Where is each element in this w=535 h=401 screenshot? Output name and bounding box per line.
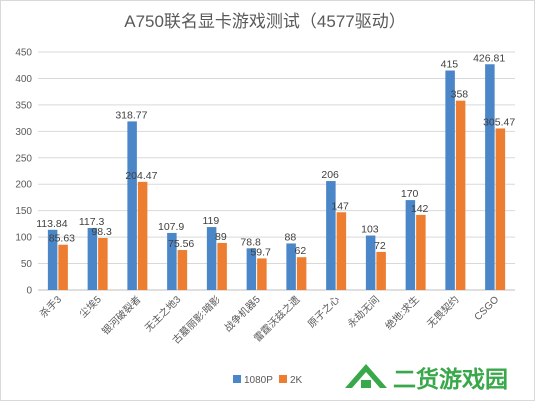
bar-2k [98, 238, 108, 290]
x-tick-label: 尘埃5 [76, 293, 104, 321]
data-label-2k: 62 [295, 245, 307, 257]
data-label-2k: 358 [451, 89, 469, 101]
bar-1080p [127, 121, 137, 290]
legend-label-2k: 2K [290, 375, 303, 386]
bar-2k [58, 244, 68, 290]
bar-2k [257, 258, 267, 290]
bar-2k [137, 181, 148, 290]
watermark-logo-icon [345, 364, 387, 388]
y-tick-label: 150 [15, 206, 32, 217]
x-tick-label: 无畏契约 [424, 293, 461, 330]
x-tick-label: 无主之地3 [142, 293, 184, 335]
bar-1080p [87, 227, 98, 290]
watermark-text: 二货游戏园 [393, 366, 508, 392]
data-label-1080p: 318.77 [115, 109, 147, 121]
y-tick-label: 50 [21, 259, 33, 270]
bar-1080p [445, 70, 455, 290]
bar-1080p [246, 248, 257, 290]
bar-2k [416, 214, 426, 290]
x-tick-label: 银河破裂者 [99, 293, 144, 338]
data-label-1080p: 415 [441, 59, 459, 71]
x-tick-label: 杀手3 [37, 293, 65, 321]
y-tick-label: 250 [15, 153, 32, 164]
bar-1080p [365, 235, 376, 290]
bar-1080p [485, 64, 495, 291]
legend-swatch-1080p [233, 375, 241, 383]
bar-2k [376, 251, 386, 290]
x-tick-label: 战争机器5 [221, 293, 263, 335]
legend: 1080P 2K [233, 375, 303, 386]
data-label-1080p: 103 [361, 224, 379, 236]
bar-2k [217, 242, 227, 290]
data-label-2k: 305.47 [483, 116, 515, 128]
y-tick-label: 350 [15, 100, 32, 111]
bar-1080p [167, 232, 177, 290]
legend-swatch-2k [279, 375, 287, 383]
data-label-1080p: 107.9 [158, 221, 184, 233]
y-tick-label: 0 [26, 286, 32, 297]
bars [47, 64, 506, 291]
data-label-2k: 142 [411, 203, 429, 215]
data-label-1080p: 426.81 [473, 52, 505, 64]
data-label-1080p: 113.84 [36, 218, 67, 230]
x-tick-label: 永劫无间 [345, 293, 382, 330]
data-label-2k: 72 [374, 240, 386, 252]
data-label-2k: 89 [215, 231, 227, 243]
y-tick-label: 200 [15, 180, 32, 191]
data-label-2k: 147 [331, 200, 349, 212]
data-label-1080p: 117.3 [79, 216, 105, 228]
grid-lines [38, 51, 515, 291]
data-label-1080p: 88 [285, 231, 297, 243]
bar-1080p [405, 200, 416, 290]
data-label-2k: 98.3 [91, 226, 112, 238]
bar-2k [495, 128, 506, 290]
data-label-2k: 85.63 [49, 233, 75, 245]
data-label-1080p: 206 [321, 169, 339, 181]
chart-title: A750联名显卡游戏测试（4577驱动） [124, 12, 406, 31]
bar-2k [177, 250, 188, 290]
data-label-1080p: 170 [401, 188, 419, 200]
data-label-2k: 204.47 [125, 170, 157, 182]
y-axis-ticks: 0 50 100 150 200 250 300 350 400 450 [15, 48, 32, 297]
bar-1080p [206, 227, 217, 290]
y-tick-label: 100 [15, 233, 32, 244]
bar-2k [336, 212, 347, 290]
data-label-1080p: 119 [203, 215, 220, 227]
y-tick-label: 450 [15, 48, 32, 59]
data-labels: 113.84 117.3 318.77 107.9 119 78.8 88 206 103 170… [36, 52, 515, 258]
bar-1080p [286, 243, 296, 290]
x-tick-label: 绝地:求生 [382, 293, 421, 332]
data-label-2k: 59.7 [250, 246, 271, 258]
watermark: 二货游戏园 [345, 364, 508, 392]
bar-2k [296, 257, 307, 290]
data-label-1080p: 78.8 [240, 236, 261, 248]
y-tick-label: 300 [15, 127, 32, 138]
x-tick-label: 原子之心 [305, 293, 342, 330]
y-tick-label: 400 [15, 74, 32, 85]
bar-1080p [47, 229, 58, 290]
x-tick-label: CSGO [473, 294, 502, 323]
data-label-2k: 75.56 [168, 238, 194, 250]
bar-2k [455, 100, 466, 290]
bar-1080p [326, 181, 336, 290]
legend-label-1080p: 1080P [244, 375, 273, 386]
